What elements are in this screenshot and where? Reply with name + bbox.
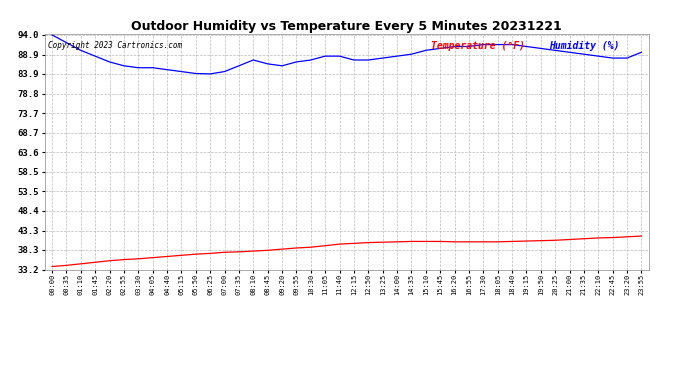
Text: Humidity (%): Humidity (%) [549,41,620,51]
Title: Outdoor Humidity vs Temperature Every 5 Minutes 20231221: Outdoor Humidity vs Temperature Every 5 … [131,20,562,33]
Text: Temperature (°F): Temperature (°F) [431,41,525,51]
Text: Copyright 2023 Cartronics.com: Copyright 2023 Cartronics.com [48,41,182,50]
